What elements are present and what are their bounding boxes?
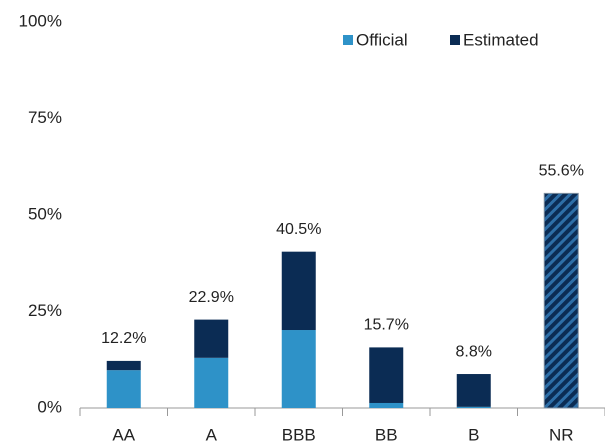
total-label: 22.9% xyxy=(189,289,234,306)
bar-segment xyxy=(543,192,579,409)
bar-segment xyxy=(194,357,229,408)
x-tick-label: AA xyxy=(112,425,135,444)
bar-segment xyxy=(369,402,404,408)
bar-segment xyxy=(194,319,229,358)
legend-label: Official xyxy=(356,30,408,49)
bar-segment xyxy=(106,360,141,371)
legend-swatch xyxy=(450,35,460,45)
x-tick-label: B xyxy=(468,425,479,444)
legend-label: Estimated xyxy=(463,30,539,49)
legend-swatch xyxy=(343,35,353,45)
x-tick-label: BB xyxy=(375,425,398,444)
y-tick-label: 50% xyxy=(28,204,62,223)
y-tick-label: 25% xyxy=(28,301,62,320)
bar-segment xyxy=(281,330,316,408)
bar-segment xyxy=(369,347,404,403)
total-label: 40.5% xyxy=(276,221,321,238)
x-tick-label: BBB xyxy=(282,425,316,444)
x-tick-label: A xyxy=(206,425,218,444)
y-tick-label: 100% xyxy=(19,11,62,30)
bar-segment xyxy=(281,251,316,331)
x-tick-label: NR xyxy=(549,425,574,444)
total-label: 55.6% xyxy=(539,163,584,180)
bar-segment xyxy=(106,370,141,408)
total-label: 15.7% xyxy=(364,317,409,334)
total-label: 12.2% xyxy=(101,330,146,347)
y-tick-label: 0% xyxy=(37,397,62,416)
bar-segment xyxy=(456,406,491,408)
total-label: 8.8% xyxy=(456,343,492,360)
y-tick-label: 75% xyxy=(28,108,62,127)
bar-segment xyxy=(456,374,491,407)
